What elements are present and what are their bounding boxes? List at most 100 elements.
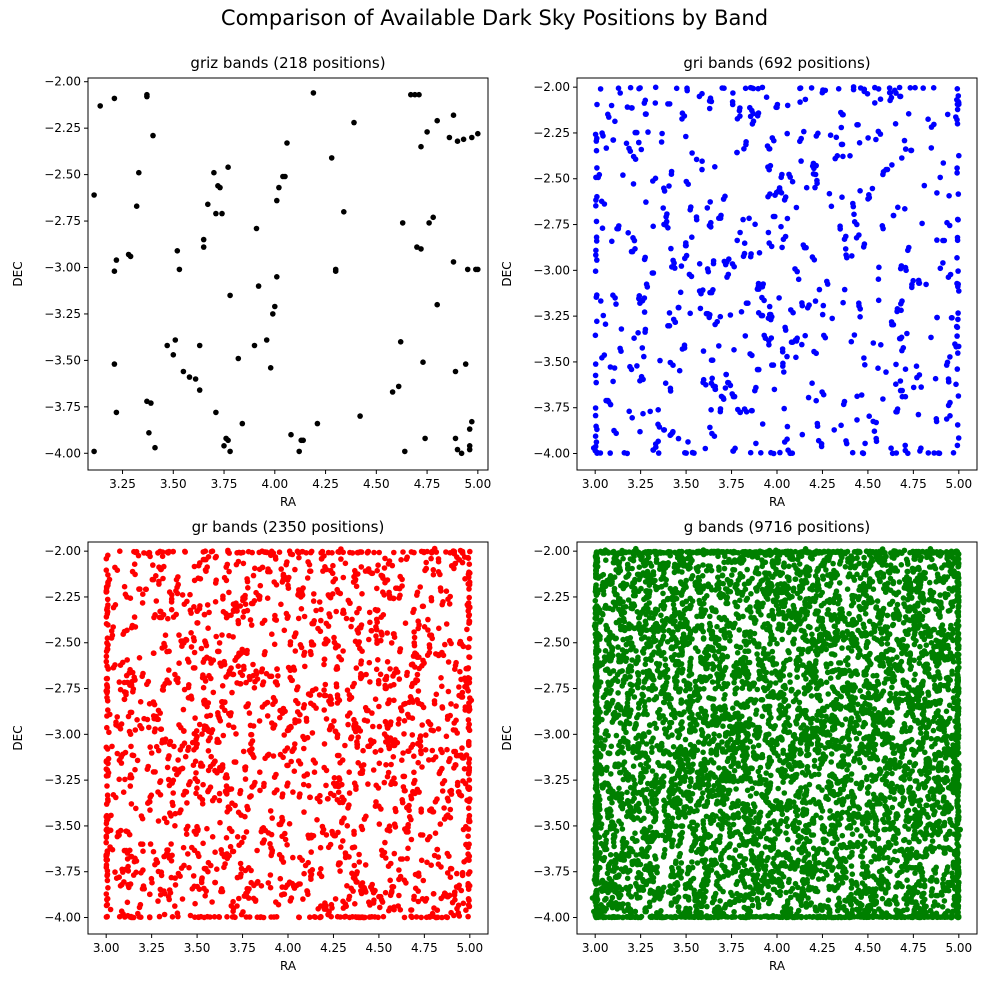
data-point <box>387 683 394 689</box>
data-point <box>184 656 191 663</box>
data-point <box>264 713 271 719</box>
data-point <box>683 450 689 456</box>
data-point <box>455 910 462 916</box>
data-point <box>148 792 155 798</box>
data-point <box>612 118 618 125</box>
data-point <box>219 210 225 217</box>
data-point <box>405 824 411 831</box>
data-point <box>418 748 424 754</box>
data-point <box>209 548 216 554</box>
data-point <box>847 153 853 159</box>
data-point <box>723 371 729 378</box>
data-point <box>391 549 397 556</box>
data-point <box>231 759 238 765</box>
data-point <box>132 624 139 630</box>
data-point <box>203 568 209 574</box>
data-point <box>756 286 762 292</box>
data-point <box>103 862 110 868</box>
data-point <box>273 914 280 920</box>
data-point <box>220 732 227 739</box>
data-point <box>646 696 652 703</box>
data-point <box>224 851 230 857</box>
data-point <box>213 210 219 217</box>
x-tick-label: 4.00 <box>275 941 302 955</box>
data-point <box>910 384 917 391</box>
data-point <box>661 427 668 433</box>
data-point <box>252 897 259 903</box>
data-point <box>409 914 415 921</box>
data-point <box>373 633 379 639</box>
data-point <box>193 744 199 751</box>
panel-title: griz bands (218 positions) <box>190 54 385 72</box>
data-point <box>123 689 129 696</box>
data-point <box>765 164 771 170</box>
data-point <box>328 155 335 161</box>
data-point <box>341 815 347 821</box>
data-point <box>746 215 752 222</box>
data-point <box>655 759 661 766</box>
data-point <box>103 914 110 920</box>
data-point <box>892 87 898 94</box>
data-point <box>856 140 863 146</box>
data-point <box>611 843 617 850</box>
data-point <box>401 731 407 737</box>
data-point <box>700 821 707 827</box>
data-point <box>670 601 677 608</box>
data-point <box>784 102 791 109</box>
data-point <box>386 697 393 703</box>
data-point <box>469 418 475 425</box>
data-point <box>675 435 682 442</box>
data-point <box>655 438 661 445</box>
data-point <box>722 193 728 200</box>
data-point <box>730 393 737 400</box>
data-point <box>875 297 882 304</box>
data-point <box>918 384 924 390</box>
data-point <box>689 234 695 240</box>
data-point <box>180 368 187 375</box>
data-point <box>954 442 961 449</box>
data-point <box>284 140 290 146</box>
data-point <box>630 763 637 769</box>
data-point <box>207 712 214 719</box>
data-point <box>125 713 132 720</box>
data-point <box>698 626 704 632</box>
data-point <box>814 177 820 184</box>
data-point <box>158 872 165 879</box>
data-point <box>160 575 166 582</box>
data-point <box>828 203 835 210</box>
data-point <box>888 94 895 101</box>
data-point <box>437 585 444 591</box>
data-point <box>127 783 134 789</box>
data-point <box>380 913 387 920</box>
data-point <box>409 715 416 721</box>
data-point <box>284 559 290 565</box>
data-point <box>593 174 599 181</box>
data-point <box>647 408 653 415</box>
x-tick-label: 3.25 <box>109 477 136 491</box>
data-point <box>466 635 473 642</box>
x-tick-label: 3.75 <box>718 477 745 491</box>
data-point <box>188 693 194 699</box>
data-point <box>124 657 130 663</box>
data-point <box>460 136 467 143</box>
data-point <box>217 819 223 826</box>
data-point <box>766 303 773 310</box>
data-point <box>140 848 146 854</box>
data-point <box>354 879 360 885</box>
data-point <box>251 342 258 349</box>
data-point <box>429 635 436 642</box>
data-point <box>236 895 242 902</box>
data-point <box>253 225 260 232</box>
data-point <box>750 85 757 92</box>
data-point <box>831 427 837 433</box>
data-point <box>328 701 335 707</box>
y-tick-label: −3.00 <box>44 727 81 741</box>
data-point <box>699 158 705 164</box>
data-point <box>215 710 221 716</box>
data-point <box>457 638 464 645</box>
data-point <box>334 731 341 738</box>
data-point <box>283 610 290 617</box>
data-point <box>282 173 288 180</box>
data-point <box>771 386 778 393</box>
data-point <box>378 614 385 620</box>
